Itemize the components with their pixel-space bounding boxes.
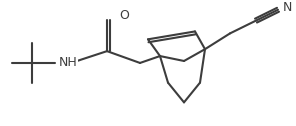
- Text: NH: NH: [59, 56, 77, 69]
- Text: N: N: [283, 1, 292, 14]
- Text: O: O: [119, 9, 129, 22]
